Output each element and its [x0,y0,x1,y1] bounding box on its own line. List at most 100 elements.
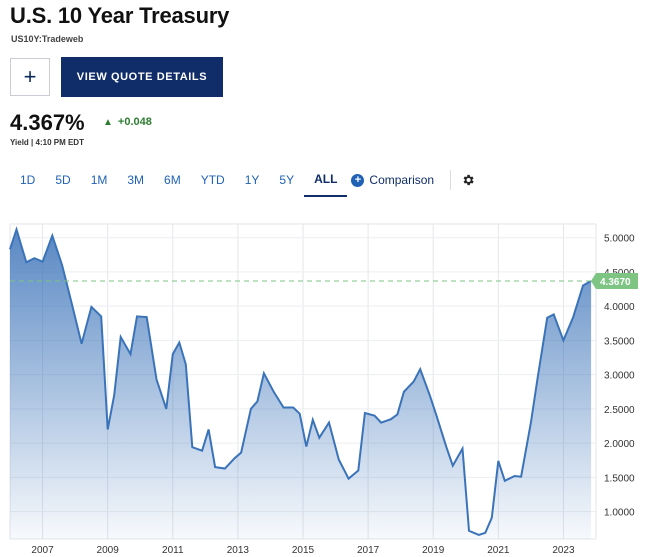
yield-timestamp: Yield | 4:10 PM EDT [10,138,84,147]
data-point [504,480,506,482]
series-area [10,229,592,539]
y-tick-label: 3.5000 [604,336,635,347]
data-point [553,313,555,315]
x-tick-label: 2017 [357,545,380,556]
data-point [178,341,180,343]
data-point [305,446,307,448]
data-point [348,478,350,480]
data-point [582,285,584,287]
data-point [113,394,115,396]
data-point [468,530,470,532]
data-point [90,306,92,308]
x-tick-label: 2015 [292,545,315,556]
settings-button[interactable] [461,173,475,187]
x-axis-ticks: 2007 2009 2011 2013 2015 2017 2019 2021 2023 [31,545,575,556]
data-point [419,368,421,370]
data-point [514,475,516,477]
tab-6m[interactable]: 6M [164,173,181,187]
data-point [364,412,366,414]
data-point [25,261,27,263]
data-point [172,353,174,355]
data-point [484,532,486,534]
current-value-label: 4.3670 [600,277,631,288]
data-point [380,422,382,424]
data-point [435,415,437,417]
time-range-tabs: 1D 5D 1M 3M 6M YTD 1Y 5Y ALL + Compariso… [10,163,475,197]
ticker-symbol: US10Y:Tradeweb [11,34,84,44]
data-point [572,316,574,318]
current-price: 4.367% [10,110,85,135]
data-point [429,395,431,397]
gear-icon [463,174,474,186]
data-point [256,400,258,402]
data-point [282,407,284,409]
data-point [462,448,464,450]
current-value-badge: 4.3670 [591,273,638,290]
data-point [478,534,480,536]
price-change: ▲ +0.048 [103,116,152,128]
data-point [403,391,405,393]
data-point [224,467,226,469]
y-tick-label: 2.5000 [604,405,635,416]
comparison-button[interactable]: + Comparison [351,173,434,187]
data-point [185,363,187,365]
data-point [520,476,522,478]
add-to-watchlist-button[interactable]: + [10,58,50,96]
data-point [9,248,11,250]
data-point [51,235,53,237]
data-point [234,457,236,459]
data-point [491,517,493,519]
data-point [452,465,454,467]
y-tick-label: 1.5000 [604,473,635,484]
y-tick-label: 4.0000 [604,302,635,313]
x-tick-label: 2019 [422,545,445,556]
data-point [136,315,138,317]
data-point [536,378,538,380]
plus-icon: + [23,64,37,89]
price-change-value: +0.048 [117,116,152,128]
tab-5y[interactable]: 5Y [279,173,295,187]
data-point [445,446,447,448]
data-point [413,381,415,383]
data-point [107,428,109,430]
tab-1m[interactable]: 1M [90,173,108,187]
y-tick-label: 1.0000 [604,508,635,519]
x-tick-label: 2021 [487,545,510,556]
y-tick-label: 3.0000 [604,371,635,382]
view-quote-details-button[interactable]: VIEW QUOTE DETAILS [61,57,223,97]
data-point [81,343,83,345]
x-tick-label: 2023 [552,545,575,556]
data-point [273,391,275,393]
tab-3m[interactable]: 3M [127,173,145,187]
tab-all[interactable]: ALL [304,163,348,197]
data-point [42,261,44,263]
data-point [530,422,532,424]
data-point [263,372,265,374]
tab-5d[interactable]: 5D [55,173,71,187]
x-tick-label: 2011 [162,545,184,556]
tab-1y[interactable]: 1Y [244,173,260,187]
data-point [146,316,148,318]
x-tick-label: 2009 [97,545,120,556]
data-point [191,446,193,448]
data-point [497,460,499,462]
data-point [120,336,122,338]
toolbar-divider [450,170,452,190]
data-point [201,450,203,452]
tab-1d[interactable]: 1D [20,173,36,187]
data-point [165,408,167,410]
x-tick-label: 2007 [31,545,54,556]
data-point [129,353,131,355]
up-arrow-icon: ▲ [103,116,113,128]
data-point [240,452,242,454]
data-point [357,470,359,472]
data-point [546,317,548,319]
data-point [318,437,320,439]
data-point [299,413,301,415]
data-point [214,466,216,468]
series-line [9,226,592,536]
data-point [396,413,398,415]
data-point [16,228,18,230]
tab-ytd[interactable]: YTD [200,173,225,187]
data-point [562,339,564,341]
